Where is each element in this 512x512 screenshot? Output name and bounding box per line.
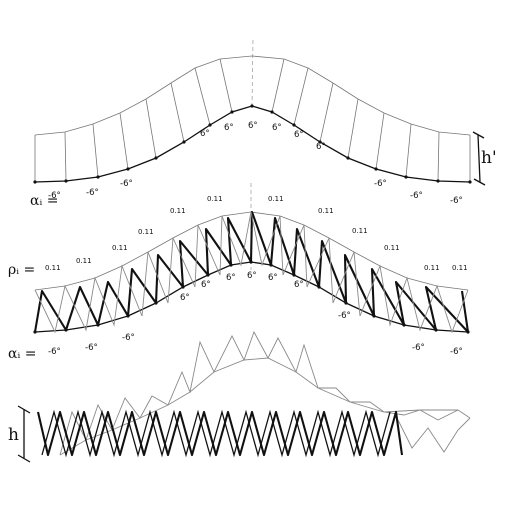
middle-angle-label: -6° [412,343,425,353]
bottom-zigzag-offset [41,409,391,458]
middle-zigzag-main [33,210,470,334]
center-axis-top [251,39,254,106]
middle-curved-truss [33,183,470,334]
middle-truss-nodes [33,260,470,334]
bottom-zigzag-main [36,410,404,457]
top-strip-outer-edge [34,55,471,136]
top-angle-label: -6° [450,196,463,206]
overlay-zigzag-lower [59,357,458,456]
middle-angle-label: -6° [450,347,463,357]
top-angle-labels: -6° -6° -6° 6° 6° 6° 6° 6° 6° -6° -6° -6… [48,121,463,206]
top-curved-strip: h' [33,39,497,186]
h-label: h [8,425,19,445]
bottom-flat-truss [36,409,404,458]
middle-angle-label: 6° [180,293,190,303]
middle-angle-labels: -6° -6° -6° 6° 6° 6° 6° 6° 6° -6° -6° -6… [48,271,463,357]
top-angle-label: 6° [294,130,304,140]
middle-angle-label: -6° [48,347,61,357]
middle-angle-label: -6° [122,333,135,343]
h-dimension [17,405,31,463]
middle-angle-label: 6° [201,280,211,290]
rho-label: ρᵢ = [8,262,35,278]
middle-angle-label: 6° [226,273,236,283]
rho-value-label: 0.11 [112,244,128,252]
middle-angle-label: -6° [85,343,98,353]
top-strip-nodes [33,104,472,184]
top-angle-label: -6° [120,179,133,189]
h-prime-dimension [472,131,486,186]
top-strip-segments [34,58,471,182]
top-angle-label: 6° [316,142,326,152]
top-angle-label: 6° [224,123,234,133]
rho-value-label: 0.11 [170,207,186,215]
top-angle-label: 6° [272,123,282,133]
rho-value-label: 0.11 [424,264,440,272]
rho-value-labels: 0.11 0.11 0.11 0.11 0.11 0.11 0.11 0.11 … [45,195,468,272]
top-angle-label: 6° [248,121,258,131]
rho-value-label: 0.11 [318,207,334,215]
overlay-zigzag-upper [59,330,471,456]
rho-value-label: 0.11 [207,195,223,203]
rho-value-label: 0.11 [76,257,92,265]
rho-value-label: 0.11 [138,228,154,236]
bottom-overlay-shape [59,330,471,456]
middle-angle-label: 6° [247,271,257,281]
rho-value-label: 0.11 [45,264,61,272]
top-angle-label: -6° [410,191,423,201]
top-angle-label: -6° [48,191,61,201]
top-angle-label: -6° [86,188,99,198]
rho-value-label: 0.11 [352,227,368,235]
middle-angle-label: -6° [338,311,351,321]
top-angle-label: 6° [200,129,210,139]
middle-angle-label: 6° [268,273,278,283]
rho-value-label: 0.11 [452,264,468,272]
rho-value-label: 0.11 [384,244,400,252]
top-strip-inner-edge [34,105,471,183]
overlay-return-path [397,417,471,453]
rho-value-label: 0.11 [268,195,284,203]
h-prime-label: h' [481,148,497,168]
middle-zigzag-secondary [34,211,469,334]
alpha-label-top: αᵢ = [30,193,58,209]
alpha-label-bottom: αᵢ = [8,346,36,362]
middle-angle-label: 6° [294,280,304,290]
top-angle-label: -6° [374,179,387,189]
